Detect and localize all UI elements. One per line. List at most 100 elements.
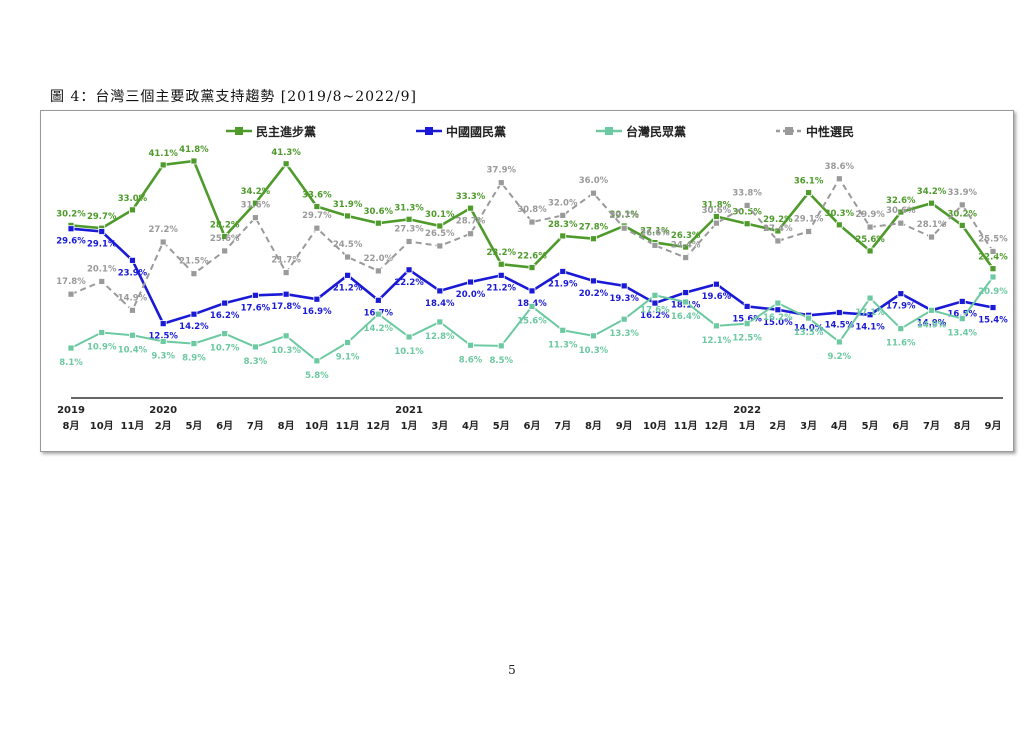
data-label-neutral: 30.6% — [886, 206, 916, 216]
data-label-kmt: 21.2% — [333, 283, 363, 293]
data-point-neutral — [436, 242, 444, 250]
data-label-kmt: 29.1% — [87, 239, 117, 249]
data-label-kmt: 19.3% — [609, 294, 639, 304]
data-point-neutral — [866, 223, 874, 231]
data-label-kmt: 14.1% — [855, 323, 885, 333]
data-point-kmt — [774, 306, 782, 314]
data-label-kmt: 21.9% — [548, 279, 578, 289]
x-tick-label: 3月 — [800, 420, 817, 432]
data-point-dpp — [958, 221, 966, 229]
data-label-dpp: 30.1% — [425, 210, 455, 220]
data-label-neutral: 30.6% — [702, 206, 732, 216]
data-point-neutral — [405, 238, 413, 245]
data-label-kmt: 20.2% — [579, 289, 609, 299]
data-label-dpp: 25.6% — [855, 235, 885, 245]
data-point-neutral — [835, 175, 843, 183]
legend-label-kmt: 中國國民黨 — [446, 124, 506, 139]
data-label-neutral: 14.9% — [118, 293, 148, 303]
data-label-kmt: 16.2% — [210, 311, 240, 321]
x-tick-label: 11月 — [336, 420, 360, 432]
data-point-tpp — [590, 332, 597, 340]
data-label-dpp: 22.4% — [978, 253, 1008, 263]
data-point-neutral — [467, 230, 474, 238]
x-tick-label: 4月 — [462, 420, 479, 432]
data-point-kmt — [713, 280, 720, 288]
data-label-tpp: 11.6% — [886, 339, 916, 349]
data-label-neutral: 17.8% — [56, 277, 86, 287]
data-label-dpp: 27.8% — [579, 223, 609, 233]
data-label-tpp: 15.6% — [517, 316, 547, 326]
data-label-neutral: 28.7% — [456, 217, 486, 227]
data-point-dpp — [713, 213, 720, 220]
data-point-dpp — [590, 235, 597, 243]
year-label: 2021 — [395, 405, 423, 416]
data-point-dpp — [928, 199, 935, 207]
data-point-tpp — [129, 331, 136, 339]
data-point-dpp — [282, 160, 290, 168]
data-point-kmt — [559, 268, 567, 275]
data-label-dpp: 30.2% — [948, 209, 978, 219]
data-label-tpp: 10.9% — [87, 343, 117, 353]
data-point-dpp — [405, 215, 413, 223]
data-label-neutral: 37.9% — [487, 166, 517, 176]
data-label-neutral: 30.8% — [517, 205, 547, 215]
data-point-kmt — [958, 298, 966, 305]
data-label-tpp: 17.1% — [855, 308, 885, 318]
data-label-kmt: 15.0% — [763, 318, 793, 328]
data-point-tpp — [190, 340, 198, 348]
data-label-dpp: 29.7% — [87, 212, 117, 222]
data-label-dpp: 41.3% — [271, 148, 301, 158]
data-point-neutral — [313, 224, 321, 232]
data-point-dpp — [251, 199, 259, 207]
series-neutral: 17.8%20.1%14.9%27.2%21.5%25.6%31.6%21.7%… — [56, 162, 1008, 314]
data-label-kmt: 18.4% — [425, 299, 455, 309]
data-label-kmt: 15.4% — [978, 316, 1008, 326]
data-point-tpp — [251, 343, 259, 351]
x-tick-label: 7月 — [247, 420, 264, 432]
data-label-dpp: 41.1% — [148, 149, 178, 159]
data-label-tpp: 12.5% — [732, 334, 762, 344]
x-tick-label: 5月 — [862, 420, 879, 432]
data-label-tpp: 11.3% — [548, 340, 578, 350]
x-tick-label: 8月 — [954, 420, 971, 432]
data-point-tpp — [67, 344, 75, 352]
data-label-tpp: 16.2% — [763, 313, 793, 323]
data-label-kmt: 16.5% — [948, 309, 978, 319]
data-label-kmt: 29.6% — [56, 237, 86, 247]
data-point-tpp — [405, 333, 413, 341]
data-point-dpp — [866, 247, 874, 255]
data-label-dpp: 27.1% — [640, 227, 670, 237]
data-point-kmt — [129, 256, 136, 264]
data-point-tpp — [651, 291, 659, 299]
x-tick-label: 2月 — [769, 420, 786, 432]
data-point-kmt — [313, 295, 321, 303]
x-tick-label: 5月 — [185, 420, 202, 432]
data-point-kmt — [897, 290, 905, 298]
data-label-dpp: 34.2% — [241, 187, 271, 197]
data-label-tpp: 9.2% — [828, 352, 852, 362]
data-label-dpp: 30.5% — [732, 208, 762, 218]
data-label-dpp: 31.9% — [333, 200, 363, 210]
x-tick-label: 4月 — [831, 420, 848, 432]
data-label-neutral: 22.0% — [364, 254, 394, 264]
data-point-kmt — [190, 310, 198, 318]
data-point-tpp — [159, 337, 167, 345]
series-layer: 30.2% 29.7%33.0%41.1% 41.8%28.2%34.2%41.3%… — [56, 145, 1008, 381]
data-label-neutral: 31.6% — [241, 201, 271, 211]
data-point-kmt — [497, 271, 505, 279]
data-point-tpp — [497, 342, 505, 350]
year-label: 2020 — [149, 405, 177, 416]
data-label-dpp: 28.3% — [548, 220, 578, 230]
data-point-dpp — [559, 232, 567, 240]
data-point-kmt — [467, 278, 474, 286]
x-tick-label: 5月 — [493, 420, 510, 432]
data-label-dpp: 31.3% — [394, 203, 424, 213]
data-point-neutral — [590, 189, 597, 197]
data-label-kmt: 14.0% — [794, 323, 824, 333]
data-label-neutral: 29.7% — [302, 211, 332, 221]
x-tick-label: 6月 — [892, 420, 909, 432]
data-point-neutral — [159, 238, 167, 246]
data-point-dpp — [774, 227, 782, 235]
data-label-tpp: 10.3% — [271, 346, 301, 356]
data-label-dpp: 36.1% — [794, 177, 824, 187]
